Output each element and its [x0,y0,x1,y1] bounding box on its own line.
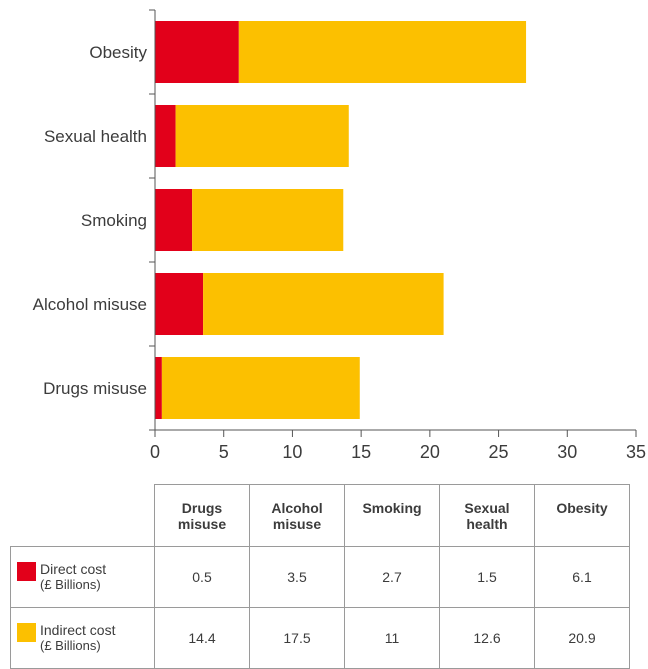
x-tick-label: 10 [282,442,302,462]
table-cell: 12.6 [439,607,535,669]
header-text: Sexual [464,500,510,516]
header-sexual-health: Sexual health [439,484,535,547]
header-obesity: Obesity [534,484,630,547]
header-text: misuse [177,516,227,532]
category-label: Sexual health [44,127,147,146]
bar-indirect-cost [192,189,344,251]
table-row-indirect: Indirect cost (£ Billions) 14.4 17.5 11 1… [10,607,630,669]
header-text: Alcohol [271,500,323,516]
indirect-cost-swatch [17,623,36,642]
direct-cost-swatch [17,562,36,581]
x-tick-label: 35 [626,442,646,462]
table-cell: 1.5 [439,546,535,608]
stacked-bar-chart: Drugs misuse Alcohol misuse Smoking Sexual … [33,9,646,462]
header-alcohol-misuse: Alcohol misuse [249,484,345,547]
table-cell: 2.7 [344,546,440,608]
category-label: Obesity [89,43,147,62]
x-tick-label: 15 [351,442,371,462]
bar-direct-cost [155,273,204,335]
header-text: Drugs [181,500,223,516]
table-cell: 0.5 [154,546,250,608]
table-header-row: Drugs misuse Alcohol misuse Smoking Sexual… [10,484,630,547]
row-unit-text: (£ Billions) [40,577,101,592]
table-cell: 6.1 [534,546,630,608]
header-text: misuse [272,516,322,532]
x-tick-label: 20 [420,442,440,462]
x-tick-label: 0 [150,442,160,462]
row-label-indirect: Indirect cost (£ Billions) [10,607,155,669]
x-tick-label: 25 [489,442,509,462]
category-label: Drugs misuse [43,379,147,398]
table-corner [10,484,155,547]
category-label: Alcohol misuse [33,295,147,314]
bar-indirect-cost [175,105,349,167]
row-label-text: Indirect cost [40,622,116,638]
header-drugs-misuse: Drugs misuse [154,484,250,547]
header-text: Obesity [556,500,608,516]
bar-indirect-cost [161,357,360,419]
row-label-text: Direct cost [40,561,107,577]
table-cell: 14.4 [154,607,250,669]
table-cell: 3.5 [249,546,345,608]
data-table: Drugs misuse Alcohol misuse Smoking Sexual… [10,484,630,669]
bar-direct-cost [155,21,239,83]
bar-indirect-cost [203,273,444,335]
row-label-direct: Direct cost (£ Billions) [10,546,155,608]
table-cell: 20.9 [534,607,630,669]
x-tick-label: 5 [219,442,229,462]
header-text: health [466,516,508,532]
table-cell: 11 [344,607,440,669]
x-tick-label: 30 [557,442,577,462]
bar-indirect-cost [238,21,527,83]
category-label: Smoking [81,211,147,230]
bar-direct-cost [155,357,162,419]
row-unit-text: (£ Billions) [40,638,101,653]
bar-direct-cost [155,105,176,167]
bar-direct-cost [155,189,193,251]
header-text: Smoking [362,500,422,516]
table-cell: 17.5 [249,607,345,669]
header-smoking: Smoking [344,484,440,547]
table-row-direct: Direct cost (£ Billions) 0.5 3.5 2.7 1.5 … [10,546,630,608]
